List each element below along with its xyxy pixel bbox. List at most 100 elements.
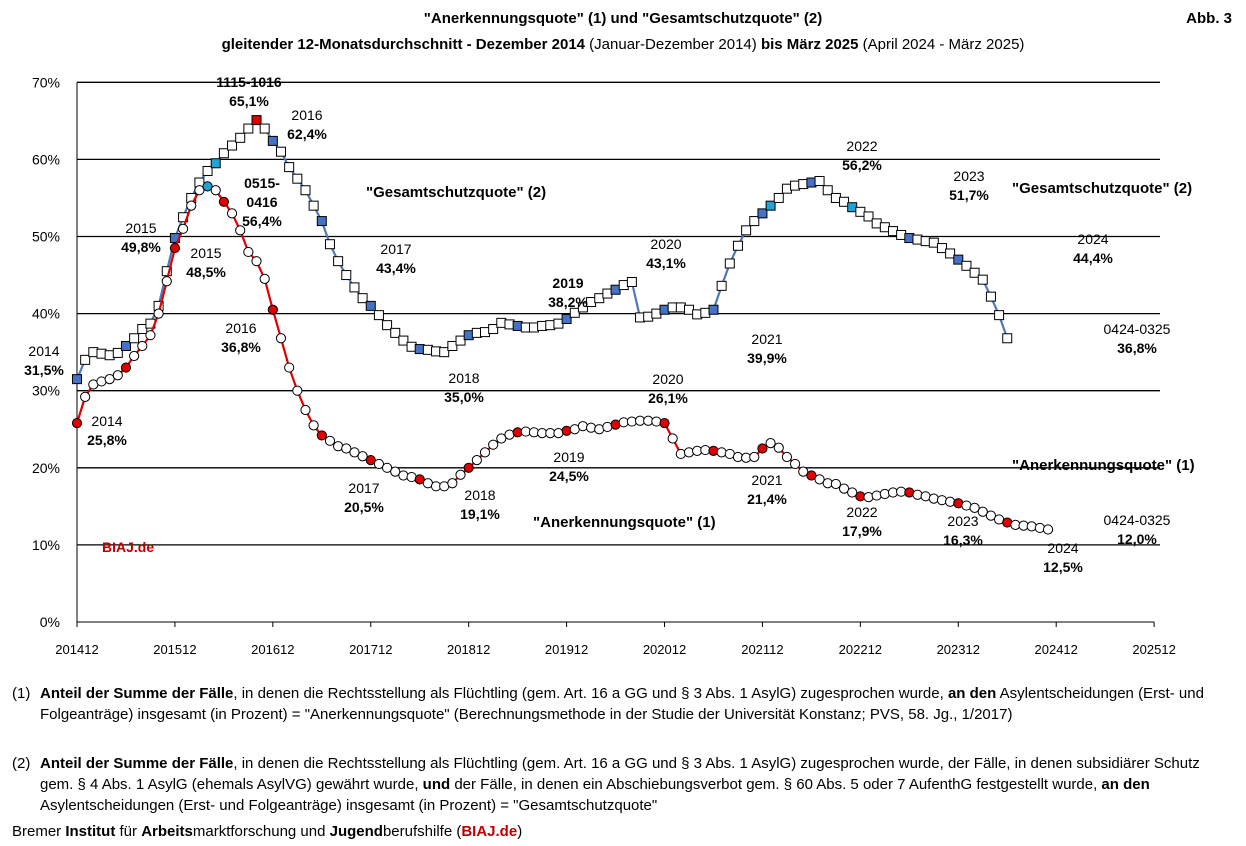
data-point [912, 489, 923, 500]
data-point [414, 344, 425, 355]
y-tick-label: 20% [32, 460, 60, 476]
data-point [537, 320, 548, 331]
data-point [773, 442, 784, 453]
data-point [798, 466, 809, 477]
data-label: 2016 62,4% [287, 107, 327, 142]
data-point [308, 200, 319, 211]
data-label: 2023 51,7% [949, 168, 989, 203]
data-label-line: 2022 [846, 138, 877, 154]
data-point [1026, 521, 1037, 532]
data-point [708, 304, 719, 315]
chart-subtitle: gleitender 12-Monatsdurchschnitt - Dezem… [0, 36, 1246, 53]
y-tick-label: 70% [32, 74, 60, 90]
data-point [496, 433, 507, 444]
y-tick-label: 60% [32, 151, 60, 167]
data-point [504, 319, 515, 330]
data-point [480, 327, 490, 338]
data-label-line: 2019 [553, 449, 584, 465]
footnote-text: Asylentscheidungen (Erst- und Folgeanträ… [40, 685, 1204, 723]
data-point [349, 447, 360, 458]
data-label-line: 25,8% [87, 432, 127, 448]
data-point [161, 276, 172, 287]
data-point [692, 309, 703, 320]
data-point [129, 350, 140, 362]
data-point [1034, 522, 1045, 534]
data-point [463, 330, 474, 341]
data-point [626, 276, 637, 287]
data-point [324, 239, 335, 250]
data-point [667, 302, 678, 313]
data-label: 2022 56,2% [842, 138, 882, 173]
data-point [169, 242, 181, 254]
data-point [585, 422, 597, 433]
data-point [243, 123, 254, 134]
data-label: 0515- 0416 56,4% [242, 175, 282, 229]
data-point [1042, 524, 1054, 535]
data-point [373, 458, 385, 470]
data-point [463, 462, 474, 473]
y-tick-label: 50% [32, 229, 60, 245]
data-point [830, 478, 841, 490]
data-point [855, 206, 866, 217]
data-point [896, 229, 907, 240]
data-point [243, 246, 254, 258]
data-point [683, 447, 695, 458]
data-point [757, 443, 768, 454]
data-point [708, 445, 719, 456]
data-point [512, 320, 523, 331]
credit-text: Arbeits [141, 823, 193, 840]
data-point [398, 470, 409, 481]
data-point [398, 335, 409, 346]
data-point [553, 318, 564, 329]
credit-text: Bremer [12, 823, 66, 840]
data-point [765, 438, 776, 449]
data-point [316, 430, 327, 441]
data-point [667, 433, 678, 444]
subtitle-part: (Januar-Dezember 2014) [585, 36, 761, 53]
data-point [790, 180, 801, 191]
data-point [112, 370, 123, 381]
data-point [936, 243, 947, 254]
data-label-line: 2018 [464, 487, 495, 503]
x-tick-label: 202312 [937, 642, 980, 657]
data-label-line: 2022 [846, 504, 877, 520]
figure-label: Abb. 3 [1186, 10, 1232, 27]
data-point [839, 196, 850, 207]
footnote-text: der Fälle, in denen ein Abschiebungsverb… [450, 776, 1102, 793]
data-label-line: 2015 [125, 220, 156, 236]
data-label: 2017 43,4% [376, 241, 416, 276]
data-point [659, 304, 670, 315]
data-label-line: 43,4% [376, 260, 416, 276]
data-point [112, 347, 123, 358]
data-label-line: 2015 [190, 245, 221, 261]
footnote-text: , in denen die Rechtsstellung als Flücht… [40, 755, 1200, 793]
data-point [724, 258, 735, 269]
credit-text: berufshilfe ( [382, 823, 462, 840]
data-label: 2021 21,4% [747, 472, 787, 507]
data-label-line: 35,0% [444, 389, 484, 405]
data-label-line: 31,5% [24, 362, 64, 378]
data-label-line: 56,4% [242, 213, 282, 229]
data-label: 2022 17,9% [842, 504, 882, 539]
data-point [888, 226, 898, 237]
data-point [732, 240, 743, 251]
watermark-label: BIAJ.de [102, 539, 154, 555]
data-label: 1115-1016 65,1% [216, 74, 282, 109]
data-label-line: 39,9% [747, 350, 787, 366]
data-point [349, 282, 360, 293]
data-point [357, 293, 368, 304]
data-label-line: 2016 [291, 107, 322, 123]
data-label-line: 16,3% [943, 532, 983, 548]
data-label: 2015 49,8% [121, 220, 161, 255]
credit-link[interactable]: BIAJ.de [461, 823, 518, 840]
data-point [651, 416, 662, 427]
data-point [847, 487, 858, 498]
data-point [994, 310, 1005, 321]
data-point [488, 324, 499, 335]
data-point [96, 348, 107, 359]
data-point [284, 162, 295, 173]
data-point [863, 491, 874, 503]
data-point [863, 211, 874, 222]
data-point [71, 417, 83, 429]
data-point [806, 470, 817, 481]
